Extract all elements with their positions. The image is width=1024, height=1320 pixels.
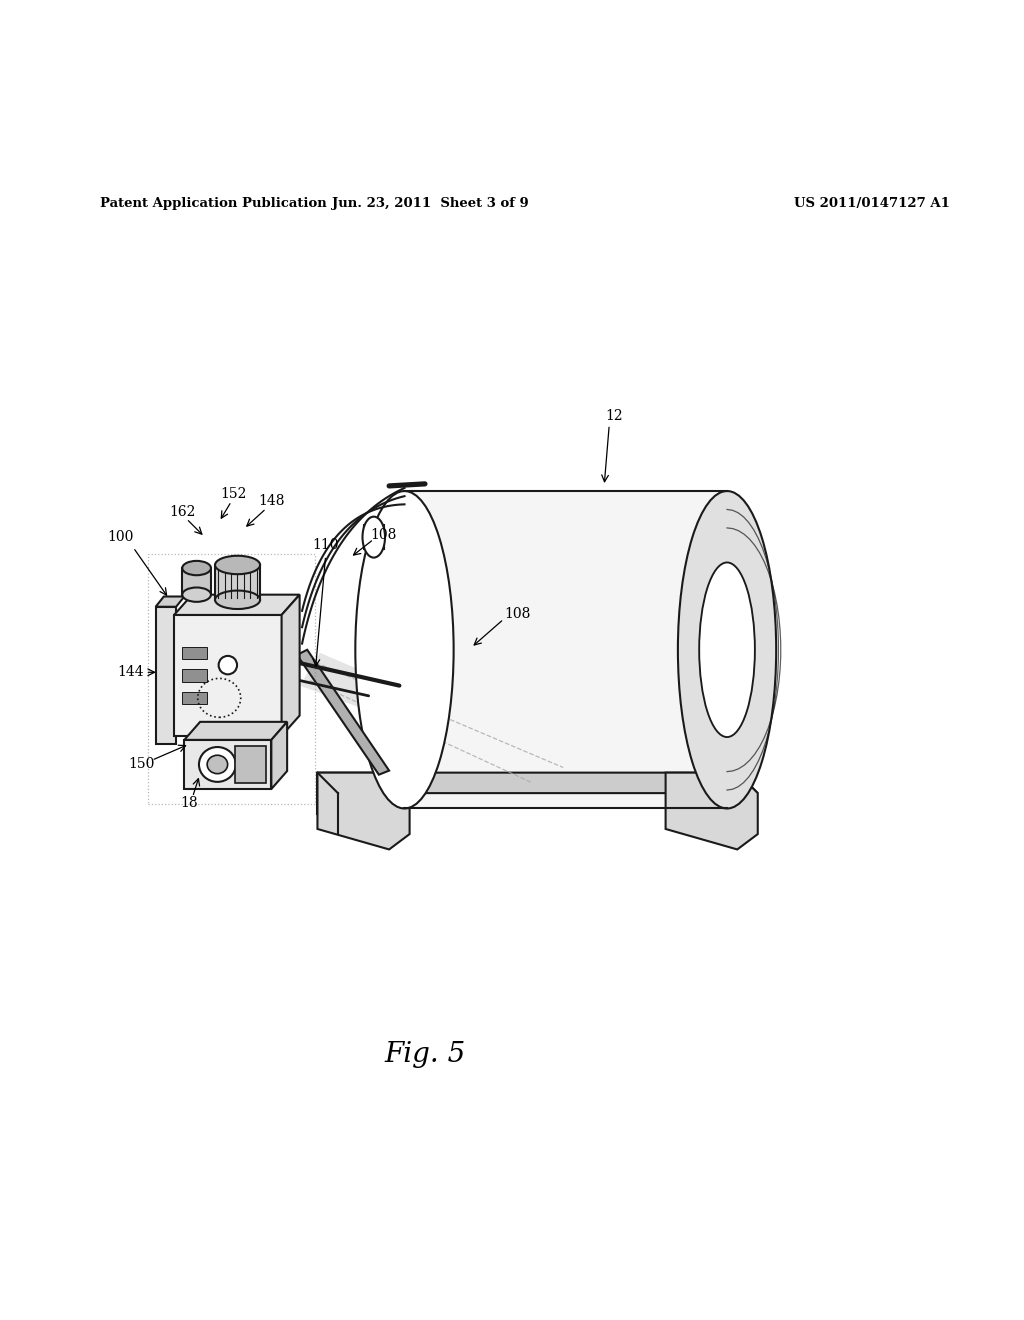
Text: 144: 144 xyxy=(118,665,144,680)
Text: 148: 148 xyxy=(258,494,285,508)
Polygon shape xyxy=(182,647,207,659)
Polygon shape xyxy=(174,615,282,735)
Ellipse shape xyxy=(207,755,227,774)
Ellipse shape xyxy=(699,562,755,737)
Text: 162: 162 xyxy=(169,504,196,519)
Text: 152: 152 xyxy=(220,487,247,502)
Polygon shape xyxy=(317,772,758,793)
Polygon shape xyxy=(156,597,184,607)
Text: 18: 18 xyxy=(180,796,199,810)
Text: Fig. 5: Fig. 5 xyxy=(384,1041,466,1068)
Polygon shape xyxy=(184,722,287,741)
Ellipse shape xyxy=(215,556,260,574)
Ellipse shape xyxy=(355,491,454,808)
Polygon shape xyxy=(184,741,271,789)
Ellipse shape xyxy=(219,656,238,675)
Ellipse shape xyxy=(362,516,385,557)
Text: 110: 110 xyxy=(312,539,339,552)
Polygon shape xyxy=(156,607,176,744)
Text: Jun. 23, 2011  Sheet 3 of 9: Jun. 23, 2011 Sheet 3 of 9 xyxy=(332,197,528,210)
Polygon shape xyxy=(174,595,300,615)
Polygon shape xyxy=(182,692,207,704)
Ellipse shape xyxy=(182,587,211,602)
Ellipse shape xyxy=(182,561,211,576)
Text: 108: 108 xyxy=(371,528,397,543)
Text: 150: 150 xyxy=(128,758,155,771)
Polygon shape xyxy=(182,669,207,681)
Ellipse shape xyxy=(215,590,260,609)
Text: 108: 108 xyxy=(504,607,530,620)
Polygon shape xyxy=(271,722,287,789)
Polygon shape xyxy=(282,595,300,735)
Polygon shape xyxy=(215,565,260,599)
Polygon shape xyxy=(404,491,727,808)
Text: 12: 12 xyxy=(605,409,624,424)
Text: 100: 100 xyxy=(108,531,134,544)
Polygon shape xyxy=(300,653,573,777)
Polygon shape xyxy=(182,568,211,595)
Polygon shape xyxy=(317,772,410,850)
Ellipse shape xyxy=(678,491,776,808)
Polygon shape xyxy=(297,649,389,775)
Polygon shape xyxy=(404,793,746,808)
Polygon shape xyxy=(404,491,746,507)
Polygon shape xyxy=(234,746,266,783)
Polygon shape xyxy=(666,772,758,850)
Text: Patent Application Publication: Patent Application Publication xyxy=(100,197,327,210)
Ellipse shape xyxy=(199,747,236,781)
Text: US 2011/0147127 A1: US 2011/0147127 A1 xyxy=(794,197,949,210)
